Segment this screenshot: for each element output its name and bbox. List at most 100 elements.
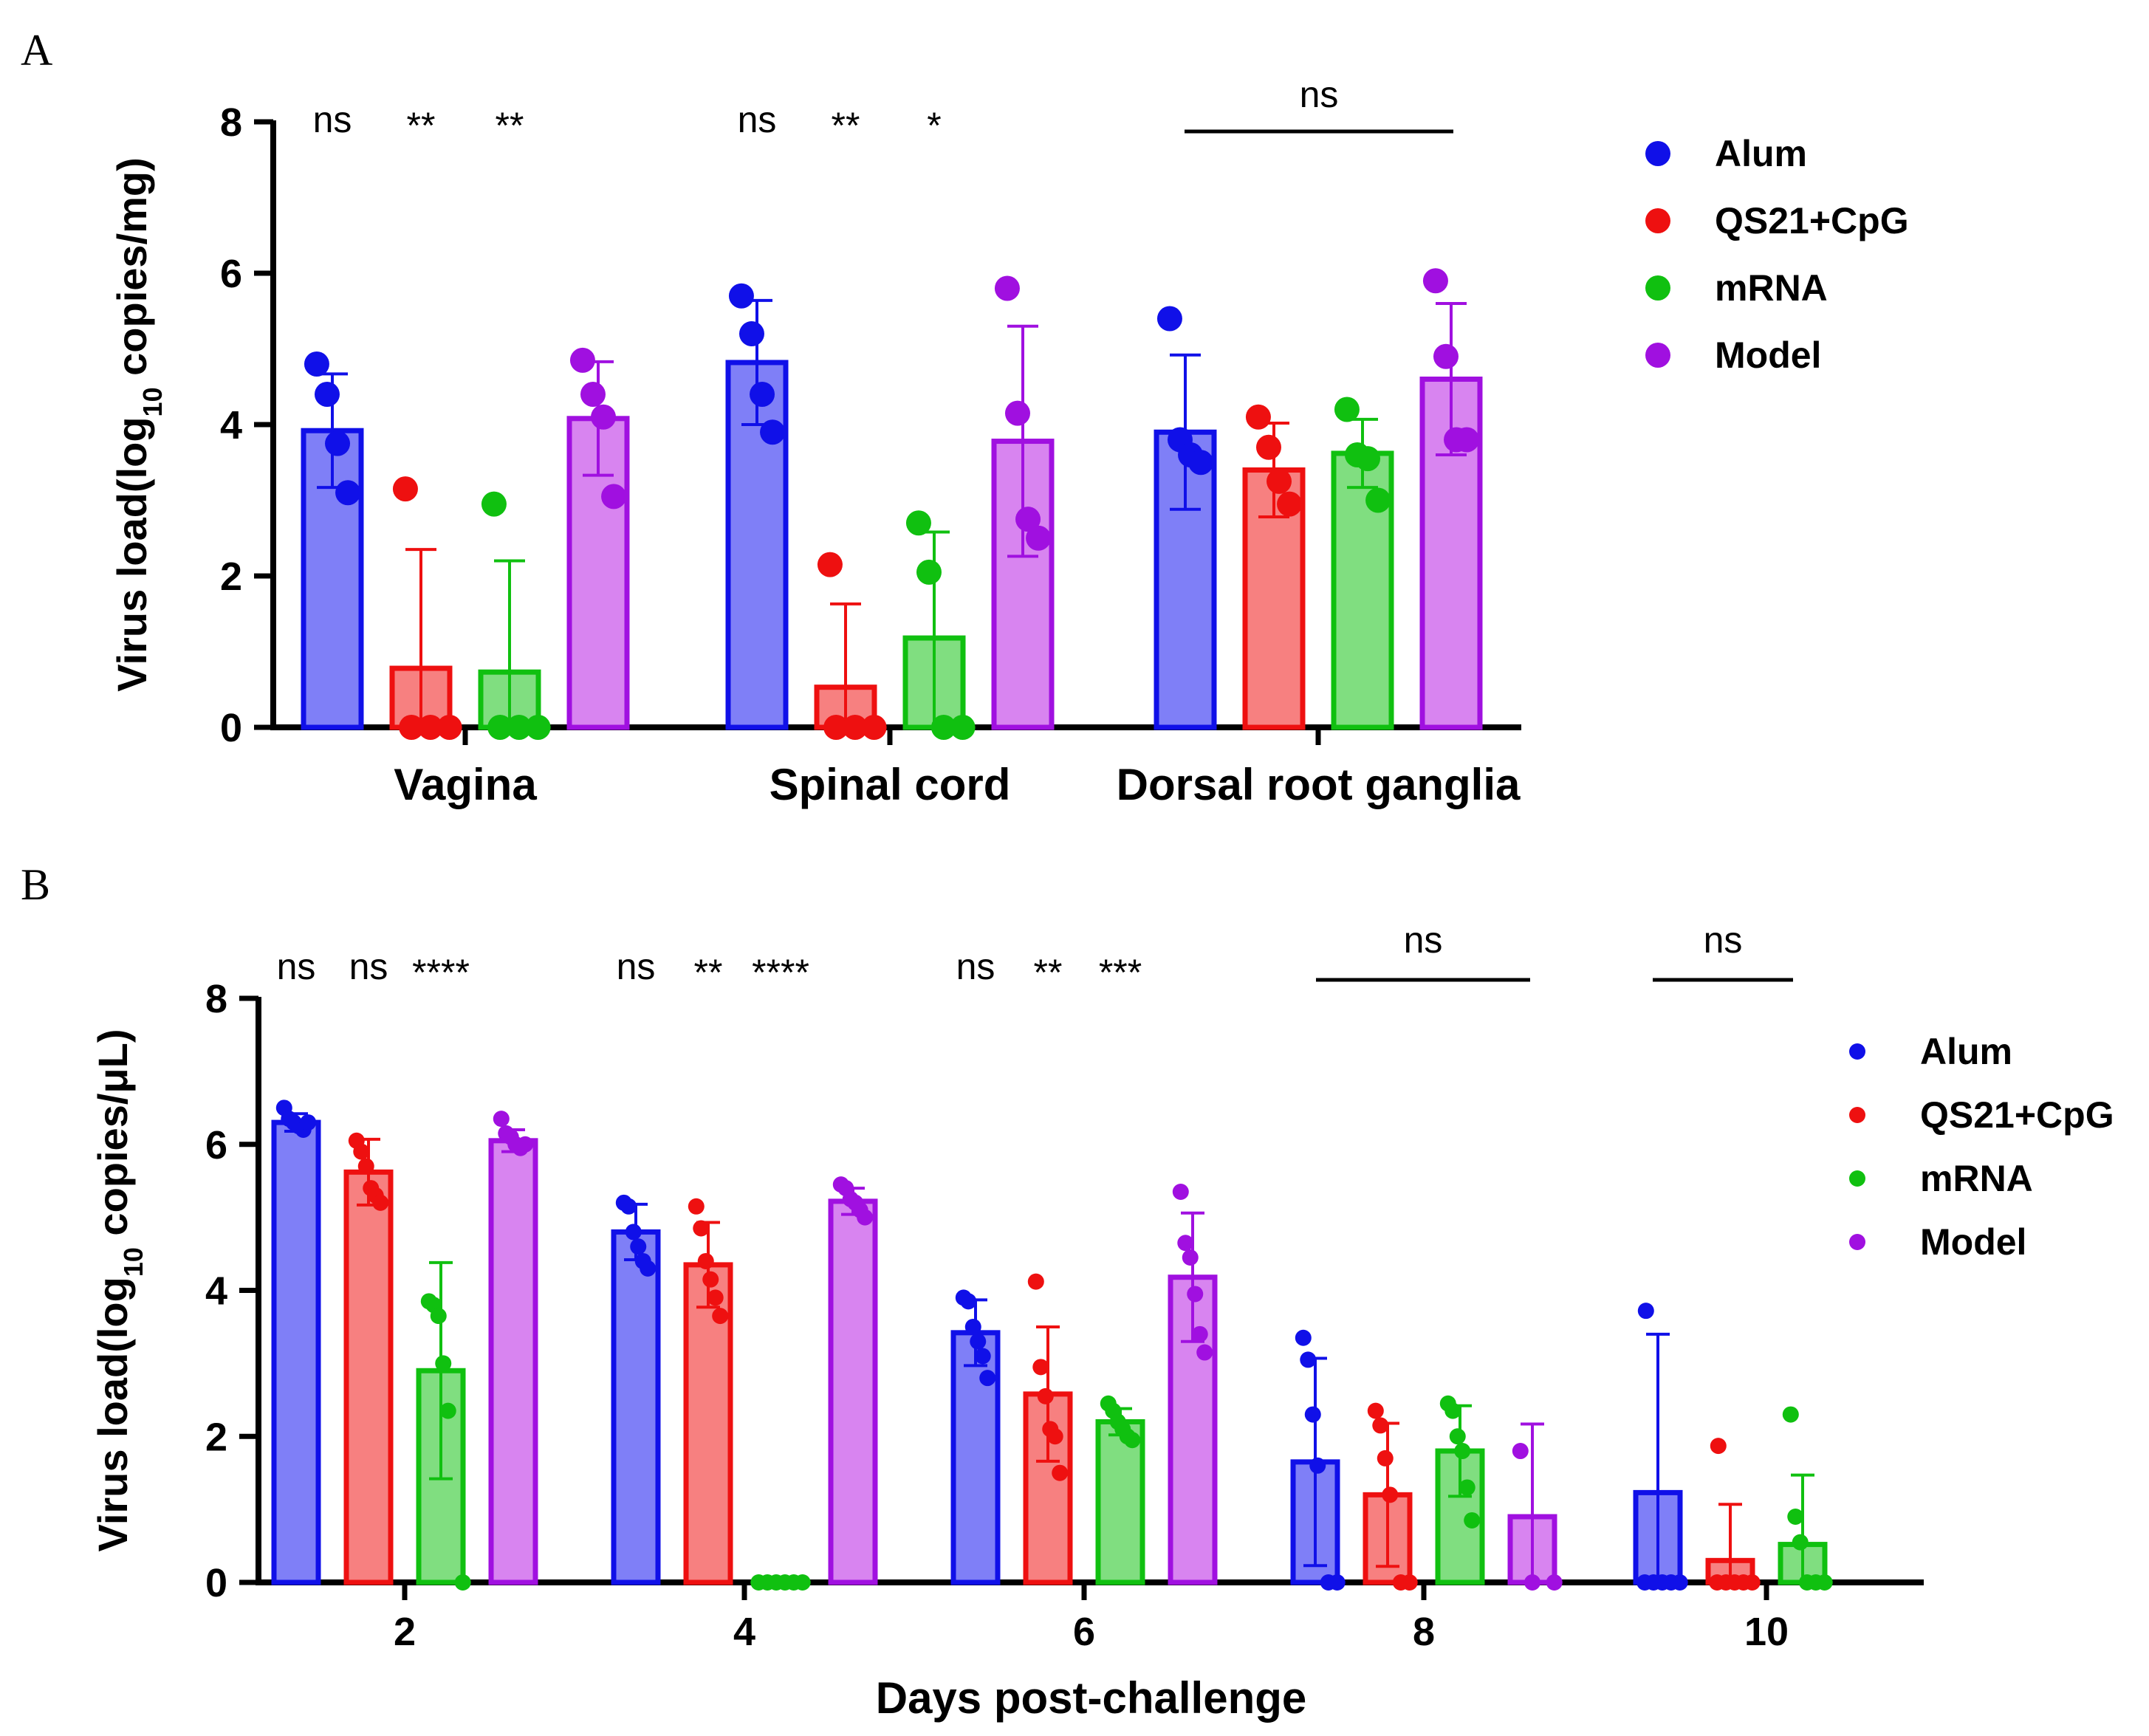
data-point-QS21+CpG-2 bbox=[372, 1194, 389, 1211]
significance-label: **** bbox=[752, 952, 809, 993]
data-point-Model-6 bbox=[1177, 1235, 1194, 1252]
data-point-Model-Spinal cord bbox=[1015, 507, 1041, 532]
data-point-QS21+CpG-4 bbox=[702, 1271, 719, 1288]
data-point-Model-Spinal cord bbox=[994, 275, 1020, 301]
legend-label-QS21+CpG: QS21+CpG bbox=[1715, 200, 1909, 241]
data-point-Alum-6 bbox=[960, 1293, 977, 1310]
y-tick-label: 4 bbox=[205, 1269, 227, 1314]
data-point-QS21+CpG-8 bbox=[1377, 1449, 1394, 1466]
data-point-Model-2 bbox=[517, 1136, 534, 1153]
legend-marker-Model bbox=[1849, 1234, 1865, 1250]
data-point-Model-8 bbox=[1512, 1443, 1529, 1460]
data-point-Model-Dorsal root ganglia bbox=[1454, 427, 1480, 453]
data-point-mRNA-Spinal cord bbox=[905, 510, 931, 536]
bar-Alum-4 bbox=[611, 1229, 661, 1585]
data-point-Alum-8 bbox=[1329, 1574, 1346, 1591]
data-point-Alum-Dorsal root ganglia bbox=[1188, 450, 1214, 476]
data-point-mRNA-Vagina bbox=[525, 715, 551, 740]
data-point-Model-6 bbox=[1187, 1286, 1204, 1303]
data-point-Alum-Spinal cord bbox=[738, 321, 764, 346]
data-point-mRNA-Dorsal root ganglia bbox=[1365, 487, 1391, 513]
data-point-QS21+CpG-8 bbox=[1382, 1486, 1399, 1503]
data-point-mRNA-8 bbox=[1444, 1402, 1461, 1419]
legend-marker-mRNA bbox=[1849, 1170, 1865, 1187]
y-axis-title: Virus load(log10 copies/μL) bbox=[89, 1029, 148, 1551]
data-point-mRNA-6 bbox=[1124, 1432, 1141, 1449]
significance-label: ns bbox=[738, 99, 777, 140]
data-point-QS21+CpG-4 bbox=[688, 1198, 705, 1215]
significance-label: * bbox=[927, 105, 941, 146]
data-point-Alum-6 bbox=[970, 1333, 987, 1350]
bar-Alum-6 bbox=[950, 1330, 1001, 1585]
data-point-Alum-4 bbox=[630, 1238, 647, 1255]
x-tick-label: 10 bbox=[1744, 1610, 1789, 1654]
data-point-Alum-6 bbox=[979, 1370, 996, 1387]
data-point-Alum-Spinal cord bbox=[728, 283, 754, 309]
data-point-Model-Spinal cord bbox=[1004, 400, 1030, 426]
data-point-Alum-Vagina bbox=[335, 480, 361, 506]
significance-label: ns bbox=[313, 99, 352, 140]
panel-letter: B bbox=[21, 860, 50, 909]
y-tick-label: 0 bbox=[220, 706, 242, 750]
significance-label: ns bbox=[349, 946, 388, 987]
data-point-QS21+CpG-Vagina bbox=[436, 715, 462, 740]
data-point-mRNA-10 bbox=[1782, 1406, 1799, 1423]
legend-marker-QS21+CpG bbox=[1645, 208, 1670, 233]
significance-label: ** bbox=[407, 105, 436, 146]
data-point-Model-Vagina bbox=[591, 404, 617, 430]
data-point-Alum-8 bbox=[1309, 1457, 1326, 1474]
data-point-mRNA-8 bbox=[1449, 1428, 1466, 1445]
data-point-Model-Dorsal root ganglia bbox=[1422, 268, 1448, 294]
data-point-Alum-10 bbox=[1671, 1574, 1688, 1591]
data-point-Alum-Vagina bbox=[304, 351, 329, 377]
data-point-QS21+CpG-Dorsal root ganglia bbox=[1255, 434, 1281, 460]
significance-label: ns bbox=[1300, 74, 1339, 115]
data-point-QS21+CpG-4 bbox=[707, 1289, 724, 1306]
data-point-QS21+CpG-10 bbox=[1710, 1438, 1727, 1455]
x-tick-label: 6 bbox=[1073, 1610, 1095, 1654]
data-point-QS21+CpG-Vagina bbox=[399, 715, 425, 740]
data-point-Model-6 bbox=[1196, 1344, 1213, 1361]
data-point-QS21+CpG-4 bbox=[712, 1308, 729, 1325]
data-point-QS21+CpG-8 bbox=[1367, 1402, 1384, 1419]
data-point-QS21+CpG-Spinal cord bbox=[823, 715, 849, 740]
data-point-Model-4 bbox=[857, 1209, 874, 1226]
y-tick-label: 8 bbox=[220, 100, 242, 145]
y-tick-label: 0 bbox=[205, 1561, 227, 1605]
data-point-QS21+CpG-6 bbox=[1032, 1359, 1049, 1376]
panel-letter: A bbox=[21, 26, 52, 75]
data-point-mRNA-Spinal cord bbox=[916, 559, 942, 585]
data-point-mRNA-10 bbox=[1787, 1509, 1804, 1526]
data-point-mRNA-8 bbox=[1464, 1512, 1481, 1529]
data-point-Model-6 bbox=[1172, 1184, 1189, 1201]
data-point-Alum-6 bbox=[964, 1318, 981, 1335]
significance-label: ns bbox=[617, 946, 656, 987]
significance-label: ns bbox=[277, 946, 316, 987]
y-tick-label: 6 bbox=[205, 1123, 227, 1167]
data-point-Alum-6 bbox=[974, 1348, 991, 1365]
data-point-Model-6 bbox=[1182, 1249, 1199, 1266]
x-tick-label: 8 bbox=[1413, 1610, 1435, 1654]
data-point-Alum-4 bbox=[640, 1260, 657, 1277]
data-point-QS21+CpG-6 bbox=[1037, 1387, 1054, 1404]
bar-Model-2 bbox=[488, 1138, 538, 1585]
significance-label: ** bbox=[496, 105, 524, 146]
significance-label: ** bbox=[1034, 952, 1063, 993]
data-point-Alum-Vagina bbox=[325, 430, 351, 456]
y-tick-label: 2 bbox=[220, 555, 242, 599]
data-point-Model-6 bbox=[1191, 1325, 1208, 1342]
data-point-QS21+CpG-8 bbox=[1372, 1417, 1389, 1434]
data-point-QS21+CpG-10 bbox=[1744, 1574, 1761, 1591]
data-point-QS21+CpG-Vagina bbox=[392, 476, 418, 502]
data-point-Alum-Vagina bbox=[314, 382, 340, 407]
x-tick-label: Vagina bbox=[394, 760, 537, 809]
data-point-mRNA-Spinal cord bbox=[950, 715, 976, 740]
data-point-Alum-8 bbox=[1300, 1351, 1317, 1368]
legend-label-QS21+CpG: QS21+CpG bbox=[1920, 1094, 2114, 1136]
data-point-mRNA-10 bbox=[1792, 1534, 1809, 1551]
data-point-Alum-4 bbox=[620, 1198, 637, 1215]
data-point-Alum-8 bbox=[1295, 1329, 1312, 1346]
data-point-Model-Vagina bbox=[569, 347, 595, 373]
bar-Model-4 bbox=[828, 1198, 878, 1585]
data-point-QS21+CpG-Vagina bbox=[417, 715, 443, 740]
